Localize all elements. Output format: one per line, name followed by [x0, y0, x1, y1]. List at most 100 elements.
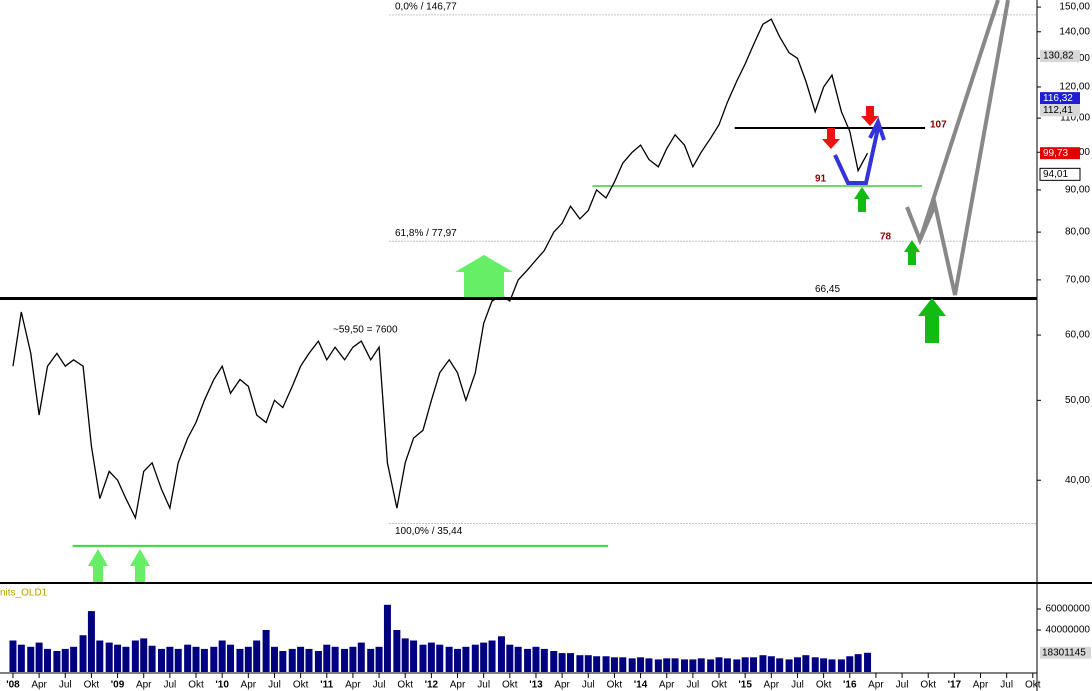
- up-arrow: [130, 549, 150, 582]
- volume-bar: [759, 655, 767, 672]
- volume-bar: [462, 646, 470, 672]
- price-line: [12, 18, 869, 520]
- volume-bar: [218, 640, 226, 672]
- volume-bar: [785, 659, 793, 672]
- y-tick-label: 140,00: [1059, 26, 1090, 37]
- volume-bar: [540, 648, 548, 672]
- volume-bar: [576, 655, 584, 672]
- x-tick-label: Apr: [241, 680, 257, 691]
- x-tick-label: Apr: [554, 680, 570, 691]
- volume-bar: [210, 646, 218, 672]
- volume-bar: [445, 646, 453, 672]
- y-tick-label: 150,00: [1059, 2, 1090, 13]
- level-label: 0,0% / 146,77: [395, 2, 457, 13]
- y-tick-label: 60,00: [1065, 330, 1090, 341]
- price-marker: [1040, 147, 1080, 160]
- volume-bar: [401, 638, 409, 672]
- x-tick-label: Jul: [1000, 680, 1013, 691]
- x-tick-label: '09: [111, 680, 125, 691]
- volume-bar: [558, 653, 566, 672]
- volume-bar: [166, 646, 174, 672]
- projection-path: [833, 127, 880, 185]
- volume-bar: [427, 642, 435, 672]
- volume-bar: [811, 657, 819, 672]
- volume-bar: [184, 644, 192, 672]
- level-label: 91: [815, 174, 827, 185]
- volume-bar: [480, 642, 488, 672]
- y-tick-label: 40,00: [1065, 475, 1090, 486]
- volume-bar: [87, 611, 95, 672]
- volume-bar: [697, 658, 705, 672]
- volume-tick-label: 40000000: [1046, 625, 1091, 636]
- volume-bar: [410, 640, 418, 672]
- volume-bar: [610, 657, 618, 672]
- x-tick-label: '16: [843, 680, 857, 691]
- up-arrow: [854, 187, 870, 212]
- volume-bar: [9, 640, 17, 672]
- projection-arrowhead: [868, 116, 886, 141]
- x-tick-label: Okt: [711, 680, 727, 691]
- x-tick-label: Jul: [791, 680, 804, 691]
- volume-bar: [733, 659, 741, 672]
- volume-bar: [645, 658, 653, 672]
- price-marker-label: 116,32: [1043, 93, 1073, 104]
- volume-bar: [297, 646, 305, 672]
- x-tick-label: '17: [948, 680, 962, 691]
- up-arrow: [88, 549, 108, 582]
- volume-bar: [854, 654, 862, 672]
- level-label: 100,0% / 35,44: [395, 526, 463, 537]
- volume-bar: [828, 659, 836, 672]
- volume-bar: [514, 646, 522, 672]
- volume-bar: [158, 648, 166, 672]
- volume-bar: [820, 658, 828, 672]
- price-marker: [1040, 92, 1080, 105]
- volume-bar: [236, 648, 244, 672]
- y-tick-label: 110,00: [1060, 113, 1090, 124]
- volume-marker: [1040, 646, 1091, 659]
- price-marker: [1040, 50, 1080, 63]
- price-marker-label: 130,82: [1043, 51, 1074, 62]
- x-tick-label: '13: [529, 680, 543, 691]
- volume-bar: [584, 655, 592, 672]
- volume-bar: [454, 648, 462, 672]
- projection-path: [905, 0, 1010, 296]
- volume-bar: [192, 646, 200, 672]
- volume-bar: [550, 651, 558, 672]
- price-marker-label: 112,41: [1043, 105, 1073, 116]
- price-marker: [1039, 167, 1081, 181]
- projection-path: [918, 0, 1000, 241]
- volume-bar: [341, 648, 349, 672]
- x-tick-label: '15: [738, 680, 752, 691]
- x-tick-label: Okt: [84, 680, 100, 691]
- x-tick-label: Jul: [268, 680, 281, 691]
- down-arrow: [822, 128, 840, 149]
- volume-bar: [279, 651, 287, 672]
- x-tick-label: Apr: [764, 680, 780, 691]
- x-tick-label: '10: [215, 680, 229, 691]
- up-arrow: [918, 298, 946, 343]
- volume-bar: [723, 658, 731, 672]
- volume-bar: [148, 645, 156, 672]
- volume-bar: [17, 644, 25, 672]
- x-tick-label: Jul: [477, 680, 490, 691]
- x-tick-label: '12: [425, 680, 439, 691]
- volume-bar: [43, 648, 51, 672]
- volume-tick-label: 60000000: [1046, 604, 1091, 615]
- level-label: 61,8% / 77,97: [395, 228, 457, 239]
- volume-bar: [393, 630, 401, 672]
- annotation: ~59,50 = 7600: [333, 325, 398, 336]
- volume-legend: nits_OLD1: [0, 588, 48, 599]
- volume-bar: [227, 644, 235, 672]
- volume-bar: [663, 658, 671, 672]
- y-tick-label: 120,00: [1059, 82, 1090, 93]
- volume-bar: [566, 653, 574, 672]
- volume-bar: [524, 648, 532, 672]
- x-tick-label: '11: [320, 680, 333, 691]
- volume-bar: [846, 656, 854, 672]
- volume-bar: [105, 642, 113, 672]
- volume-bar: [593, 656, 601, 672]
- volume-bar: [707, 659, 715, 672]
